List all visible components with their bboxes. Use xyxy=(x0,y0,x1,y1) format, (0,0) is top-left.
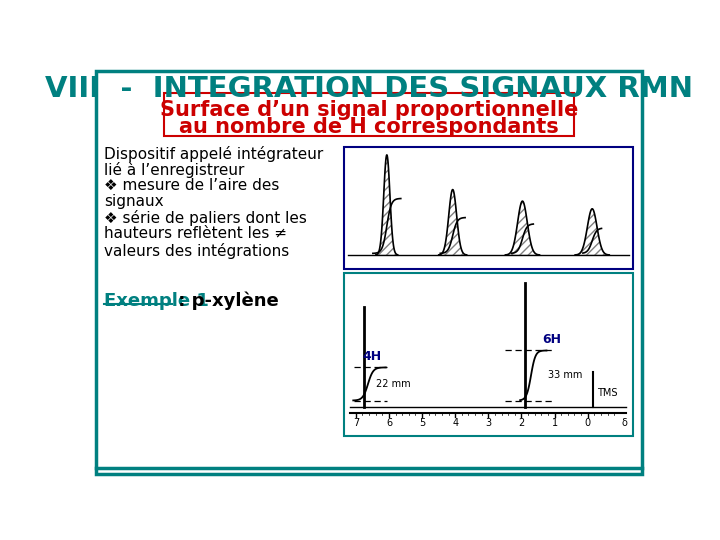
Text: ❖ série de paliers dont les: ❖ série de paliers dont les xyxy=(104,211,307,226)
Text: 5: 5 xyxy=(419,418,426,428)
FancyBboxPatch shape xyxy=(96,71,642,475)
Text: 6: 6 xyxy=(386,418,392,428)
Text: lié à l’enregistreur: lié à l’enregistreur xyxy=(104,162,244,178)
Text: 4: 4 xyxy=(452,418,459,428)
Text: 0: 0 xyxy=(585,418,591,428)
Text: VIII  -  INTEGRATION DES SIGNAUX RMN: VIII - INTEGRATION DES SIGNAUX RMN xyxy=(45,76,693,104)
Text: 22 mm: 22 mm xyxy=(376,379,410,389)
Text: signaux: signaux xyxy=(104,194,163,209)
Text: ❖ mesure de l’aire des: ❖ mesure de l’aire des xyxy=(104,178,279,193)
FancyBboxPatch shape xyxy=(163,93,575,136)
Text: Dispositif appelé intégrateur: Dispositif appelé intégrateur xyxy=(104,146,323,161)
Text: 1: 1 xyxy=(552,418,558,428)
Text: TMS: TMS xyxy=(597,388,617,398)
Text: 2: 2 xyxy=(518,418,525,428)
Text: 4H: 4H xyxy=(362,350,382,363)
FancyBboxPatch shape xyxy=(344,147,632,269)
Text: valeurs des intégrations: valeurs des intégrations xyxy=(104,242,289,259)
Text: δ: δ xyxy=(622,418,628,428)
Text: 7: 7 xyxy=(353,418,359,428)
Text: : p-xylène: : p-xylène xyxy=(172,292,279,310)
Text: Surface d’un signal proportionnelle: Surface d’un signal proportionnelle xyxy=(160,100,578,120)
Text: hauteurs reflètent les ≠: hauteurs reflètent les ≠ xyxy=(104,226,287,241)
FancyBboxPatch shape xyxy=(344,273,632,436)
Text: 3: 3 xyxy=(485,418,492,428)
Text: au nombre de H correspondants: au nombre de H correspondants xyxy=(179,117,559,137)
Text: 33 mm: 33 mm xyxy=(548,370,582,381)
Text: Exemple 1: Exemple 1 xyxy=(104,292,209,310)
Text: 6H: 6H xyxy=(542,333,562,346)
